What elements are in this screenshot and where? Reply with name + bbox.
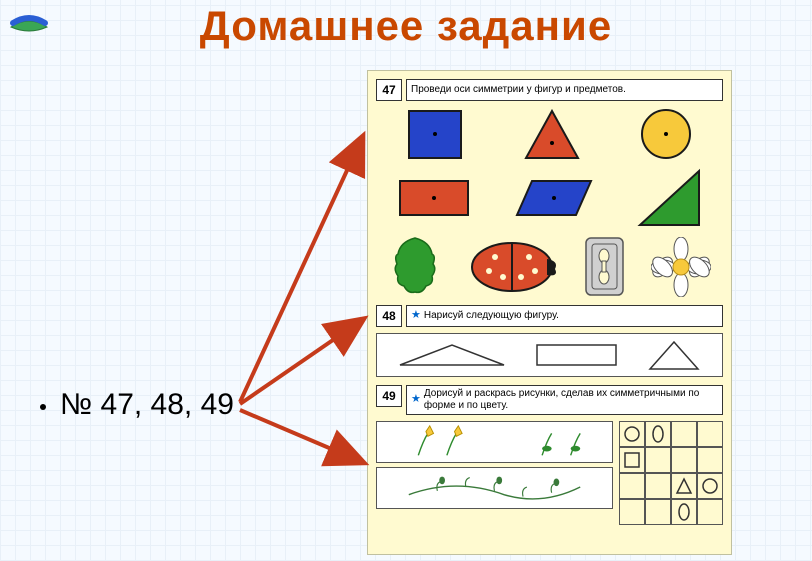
task-47-number: 47 — [376, 79, 402, 101]
task-49-text: ★Дорисуй и раскрась рисунки, сделав их с… — [406, 385, 723, 415]
arrow-3 — [240, 410, 362, 462]
page-title: Домашнее задание — [0, 2, 812, 50]
task-47-header: 47 Проведи оси симметрии у фигур и предм… — [376, 79, 723, 101]
workbook-page: 47 Проведи оси симметрии у фигур и предм… — [367, 70, 732, 555]
ladybug-shape — [467, 239, 557, 294]
task-48-number: 48 — [376, 305, 402, 327]
star-icon: ★ — [411, 309, 421, 322]
task-47-text: Проведи оси симметрии у фигур и предмето… — [406, 79, 723, 101]
assignment-numbers: № 47, 48, 49 — [60, 388, 234, 422]
symmetry-panel-1 — [376, 421, 613, 463]
right-triangle-shape — [637, 168, 702, 228]
parallelogram-shape — [514, 178, 594, 218]
arrow-2 — [240, 320, 362, 404]
flat-triangle — [397, 340, 507, 370]
leaf-shape — [388, 234, 443, 299]
rectangle-shape — [397, 178, 471, 218]
task-48-label: Нарисуй следующую фигуру. — [424, 310, 559, 322]
task-48-panel — [376, 333, 723, 377]
task-48-text: ★Нарисуй следующую фигуру. — [406, 305, 723, 327]
task-48-header: 48 ★Нарисуй следующую фигуру. — [376, 305, 723, 327]
flower-shape — [651, 237, 711, 297]
bullet-marker — [40, 404, 46, 410]
task-49-header: 49 ★Дорисуй и раскрась рисунки, сделав и… — [376, 385, 723, 415]
star-icon: ★ — [411, 393, 421, 406]
circle-shape — [639, 107, 694, 162]
razor-shape — [582, 234, 627, 299]
symmetry-grid — [619, 421, 723, 525]
outline-rectangle — [534, 340, 619, 370]
triangle-shape — [522, 107, 582, 162]
arrow-1 — [240, 138, 362, 402]
square-shape — [405, 107, 465, 162]
outline-triangle — [647, 338, 702, 373]
symmetry-panel-2 — [376, 467, 613, 509]
task-49-number: 49 — [376, 385, 402, 407]
task-49-label: Дорисуй и раскрась рисунки, сделав их си… — [424, 388, 718, 412]
task-47-figures — [376, 107, 723, 299]
